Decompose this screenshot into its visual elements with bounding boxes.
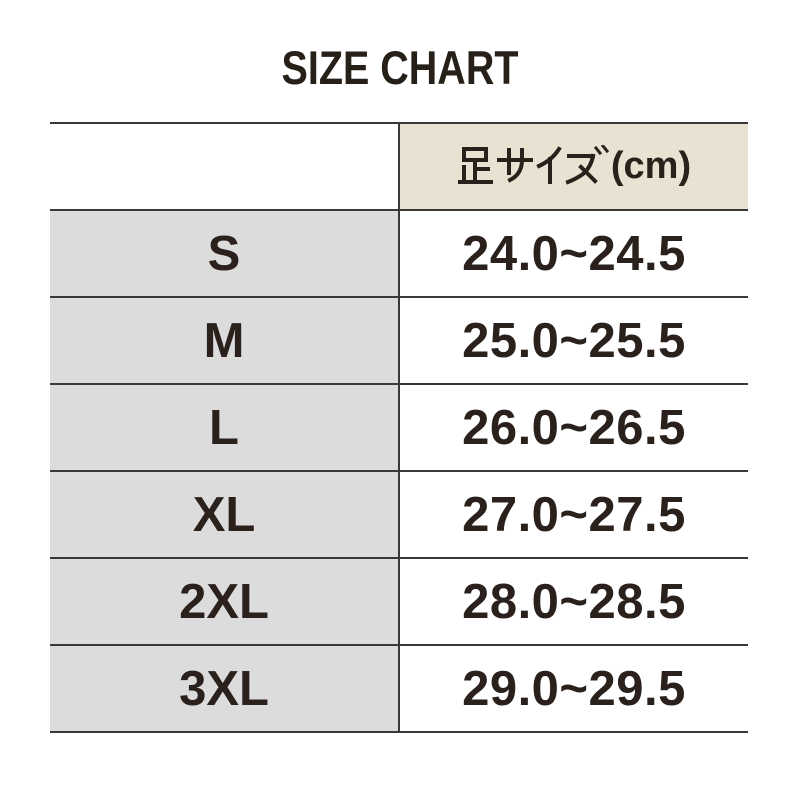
size-label: XL — [50, 471, 399, 558]
foot-size-range: 25.0~25.5 — [398, 297, 748, 384]
foot-size-range: 29.0~29.5 — [398, 645, 748, 732]
size-label: M — [50, 297, 399, 384]
foot-size-range: 27.0~27.5 — [398, 471, 748, 558]
table-row: S 24.0~24.5 — [50, 210, 748, 297]
size-label: 3XL — [50, 645, 399, 732]
table-row: L 26.0~26.5 — [50, 384, 748, 471]
size-label: L — [50, 384, 399, 471]
table-row: XL 27.0~27.5 — [50, 471, 748, 558]
foot-size-range: 26.0~26.5 — [398, 384, 748, 471]
table-row: M 25.0~25.5 — [50, 297, 748, 384]
size-label: S — [50, 210, 399, 297]
foot-size-kanji-graphic — [457, 144, 609, 189]
table-row: 3XL 29.0~29.5 — [50, 645, 748, 732]
corner-cell — [50, 123, 399, 210]
size-label: 2XL — [50, 558, 399, 645]
header-row: 足サイズ（cm） — [50, 123, 748, 210]
table-row: 2XL 28.0~28.5 — [50, 558, 748, 645]
size-chart-table: 足サイズ（cm） — [50, 122, 748, 733]
page-title-text: SIZE CHART — [281, 41, 519, 94]
foot-size-range: 28.0~28.5 — [398, 558, 748, 645]
page-title: SIZE CHART — [0, 42, 800, 94]
foot-size-range: 24.0~24.5 — [398, 210, 748, 297]
foot-size-header-graphic-wrap: (cm) — [400, 144, 748, 189]
foot-size-unit-label: (cm) — [610, 145, 692, 187]
foot-size-column-header: 足サイズ（cm） — [398, 123, 748, 210]
